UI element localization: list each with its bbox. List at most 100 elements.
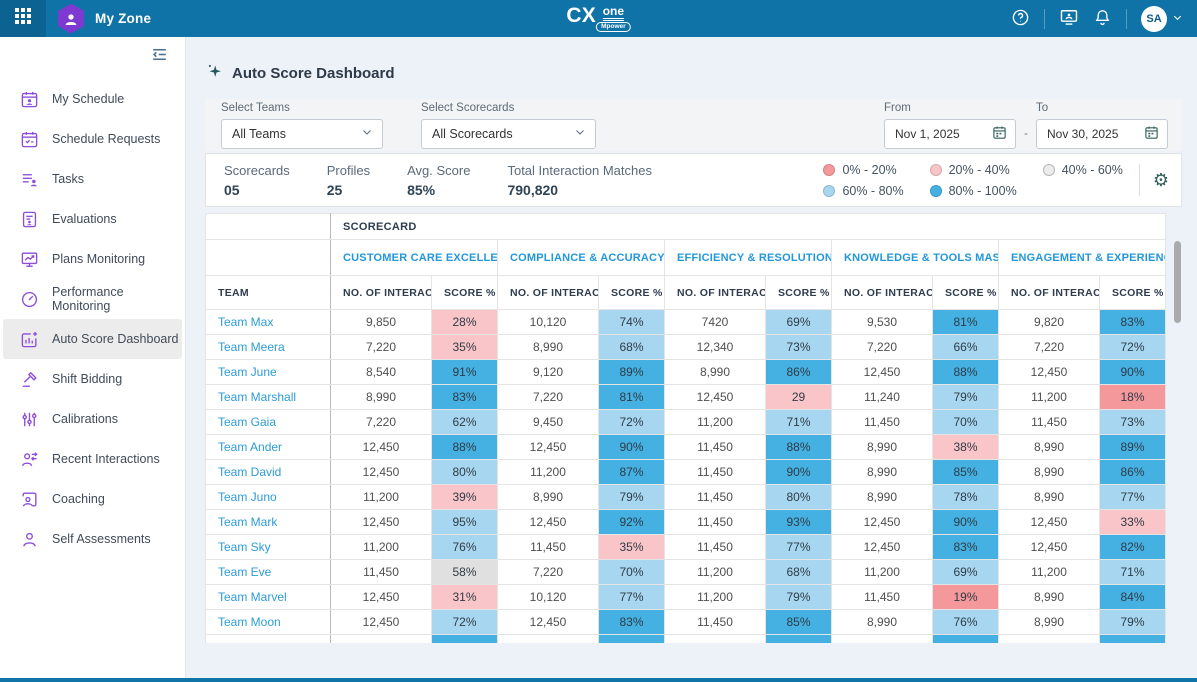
interactions-cell: 12,450 xyxy=(330,434,432,460)
legend-dot-gray xyxy=(1042,163,1055,176)
score-column-header[interactable]: SCORE % xyxy=(1098,275,1167,310)
sidebar-item-evaluations[interactable]: Evaluations xyxy=(3,199,182,239)
interactions-cell: 12,450 xyxy=(831,534,933,560)
score-column-header[interactable]: SCORE % xyxy=(431,275,498,310)
chevron-down-icon xyxy=(574,126,586,141)
team-link[interactable]: Team Sky xyxy=(205,534,331,560)
legend-item-0-20[interactable]: 0% - 20% xyxy=(823,163,903,177)
interactions-cell: 7,220 xyxy=(998,334,1100,360)
interactions-cell: 8,990 xyxy=(998,434,1100,460)
notifications-button[interactable] xyxy=(1093,8,1112,30)
team-link[interactable]: Team Marvel xyxy=(205,584,331,610)
sidebar-item-tasks[interactable]: Tasks xyxy=(3,159,182,199)
scorecards-select[interactable]: All Scorecards xyxy=(421,118,596,149)
interactions-column-header[interactable]: NO. OF INTERACTI... xyxy=(998,275,1100,310)
table-row-team-june: Team June 8,540 91% 9,120 89% 8,990 86% 12,450 8… xyxy=(205,359,1167,385)
settings-gear-button[interactable]: ⚙ xyxy=(1152,170,1169,190)
team-link[interactable]: Team David xyxy=(205,459,331,485)
sidebar-item-plans-monitoring[interactable]: Plans Monitoring xyxy=(3,239,182,279)
score-cell: 85% xyxy=(932,459,999,485)
help-button[interactable] xyxy=(1011,8,1030,30)
teams-select-label: Select Teams xyxy=(221,101,290,114)
scorecard-header-efficiency-resolution[interactable]: EFFICIENCY & RESOLUTION xyxy=(664,239,832,276)
score-cell: 87% xyxy=(598,459,665,485)
score-cell: 29 xyxy=(765,384,832,410)
interactions-cell: 12,450 xyxy=(497,609,599,635)
interactions-column-header[interactable]: NO. OF INTERACTI... xyxy=(831,275,933,310)
app-launcher-button[interactable] xyxy=(0,0,46,37)
team-link[interactable]: Team Juno xyxy=(205,484,331,510)
scorecard-header-customer-care-excellence[interactable]: CUSTOMER CARE EXCELLENCE xyxy=(330,239,498,276)
team-link[interactable]: Team Eve xyxy=(205,559,331,585)
score-cell: 66% xyxy=(932,334,999,360)
interactions-column-header[interactable]: NO. OF INTERACTI... xyxy=(497,275,599,310)
sidebar-item-schedule-requests[interactable]: Schedule Requests xyxy=(3,119,182,159)
table-row-team-juno: Team Juno 11,200 39% 8,990 79% 11,450 80% 8,990… xyxy=(205,484,1167,510)
team-link[interactable]: Team Mark xyxy=(205,509,331,535)
team-link[interactable]: Team Marshall xyxy=(205,384,331,410)
sidebar-item-label: Coaching xyxy=(52,492,105,506)
sidebar-item-recent-interactions[interactable]: Recent Interactions xyxy=(3,439,182,479)
legend-dot-dark_blue xyxy=(929,184,942,197)
score-cell: 74% xyxy=(598,309,665,335)
from-date-input[interactable]: Nov 1, 2025 xyxy=(884,118,1016,149)
score-cell: 79% xyxy=(765,584,832,610)
interactions-cell: 8,990 xyxy=(497,484,599,510)
to-date-input[interactable]: Nov 30, 2025 xyxy=(1036,118,1168,149)
interactions-cell: 10,120 xyxy=(497,584,599,610)
sidebar-item-label: Schedule Requests xyxy=(52,132,161,146)
teams-select-value: All Teams xyxy=(232,126,286,141)
interactions-cell: 8,990 xyxy=(330,384,432,410)
team-link[interactable]: Team Gaia xyxy=(205,409,331,435)
sidebar-item-shift-bidding[interactable]: Shift Bidding xyxy=(3,359,182,399)
interactions-column-header[interactable]: NO. OF INTERACTI... xyxy=(664,275,766,310)
interactions-cell: 11,450 xyxy=(497,534,599,560)
stat-value: 05 xyxy=(224,181,240,198)
user-menu[interactable]: SA xyxy=(1141,5,1183,32)
table-scrollbar[interactable] xyxy=(1174,241,1181,323)
table-row-team-moon: Team Moon 12,450 72% 12,450 83% 11,450 85% 8,99… xyxy=(205,609,1167,635)
score-cell: 58% xyxy=(431,559,498,585)
legend-dot-light_blue xyxy=(823,184,836,197)
legend-item-20-40[interactable]: 20% - 40% xyxy=(929,163,1017,177)
sidebar-item-performance-monitoring[interactable]: Performance Monitoring xyxy=(3,279,182,319)
score-column-header[interactable]: SCORE % xyxy=(765,275,832,310)
legend-item-40-60[interactable]: 40% - 60% xyxy=(1042,163,1123,177)
sidebar-item-self-assessments[interactable]: Self Assessments xyxy=(3,519,182,559)
interactions-column-header[interactable]: NO. OF INTERACTI... xyxy=(330,275,432,310)
score-cell: 85% xyxy=(765,609,832,635)
sidebar-item-my-schedule[interactable]: My Schedule xyxy=(3,79,182,119)
legend-label: 0% - 20% xyxy=(842,162,897,177)
sidebar-item-auto-score-dashboard[interactable]: Auto Score Dashboard xyxy=(3,319,182,359)
interactions-cell: 9,850 xyxy=(330,309,432,335)
legend-item-80-100[interactable]: 80% - 100% xyxy=(929,184,1017,198)
score-column-header[interactable]: SCORE % xyxy=(932,275,999,310)
sidebar-collapse-button[interactable] xyxy=(150,45,169,69)
team-link[interactable]: Team Ander xyxy=(205,434,331,460)
teams-select[interactable]: All Teams xyxy=(221,118,383,149)
interactions-cell: 11,200 xyxy=(497,459,599,485)
stat-value: 790,820 xyxy=(507,181,559,198)
sidebar-item-calibrations[interactable]: Calibrations xyxy=(3,399,182,439)
monitor-chart-icon xyxy=(20,250,39,269)
score-column-header[interactable]: SCORE % xyxy=(598,275,665,310)
interactions-cell: 11,450 xyxy=(664,534,766,560)
cxone-logo: CX one Mpower xyxy=(566,5,631,32)
scorecard-header-compliance-accuracy[interactable]: COMPLIANCE & ACCURACY xyxy=(497,239,665,276)
interactions-cell: 11,200 xyxy=(831,559,933,585)
team-link[interactable]: Team Max xyxy=(205,309,331,335)
header-divider xyxy=(1126,8,1127,29)
sidebar-item-coaching[interactable]: Coaching xyxy=(3,479,182,519)
team-link[interactable]: Team June xyxy=(205,359,331,385)
scorecard-header-knowledge-tools-mastery[interactable]: KNOWLEDGE & TOOLS MASTERY... xyxy=(831,239,999,276)
interactions-cell: 8,990 xyxy=(998,459,1100,485)
team-link[interactable]: Team Meera xyxy=(205,334,331,360)
legend-item-60-80[interactable]: 60% - 80% xyxy=(823,184,904,198)
scorecard-header-engagement-experience[interactable]: ENGAGEMENT & EXPERIENCE xyxy=(997,239,1167,276)
score-cell xyxy=(932,634,999,643)
team-link[interactable]: Team Moon xyxy=(205,609,331,635)
score-cell: 88% xyxy=(431,434,498,460)
screen-share-button[interactable] xyxy=(1059,7,1079,30)
team-column-header[interactable]: TEAM xyxy=(205,275,331,310)
summary-bar: Scorecards 05 Profiles 25 Avg. Score 85% Total… xyxy=(205,153,1182,207)
